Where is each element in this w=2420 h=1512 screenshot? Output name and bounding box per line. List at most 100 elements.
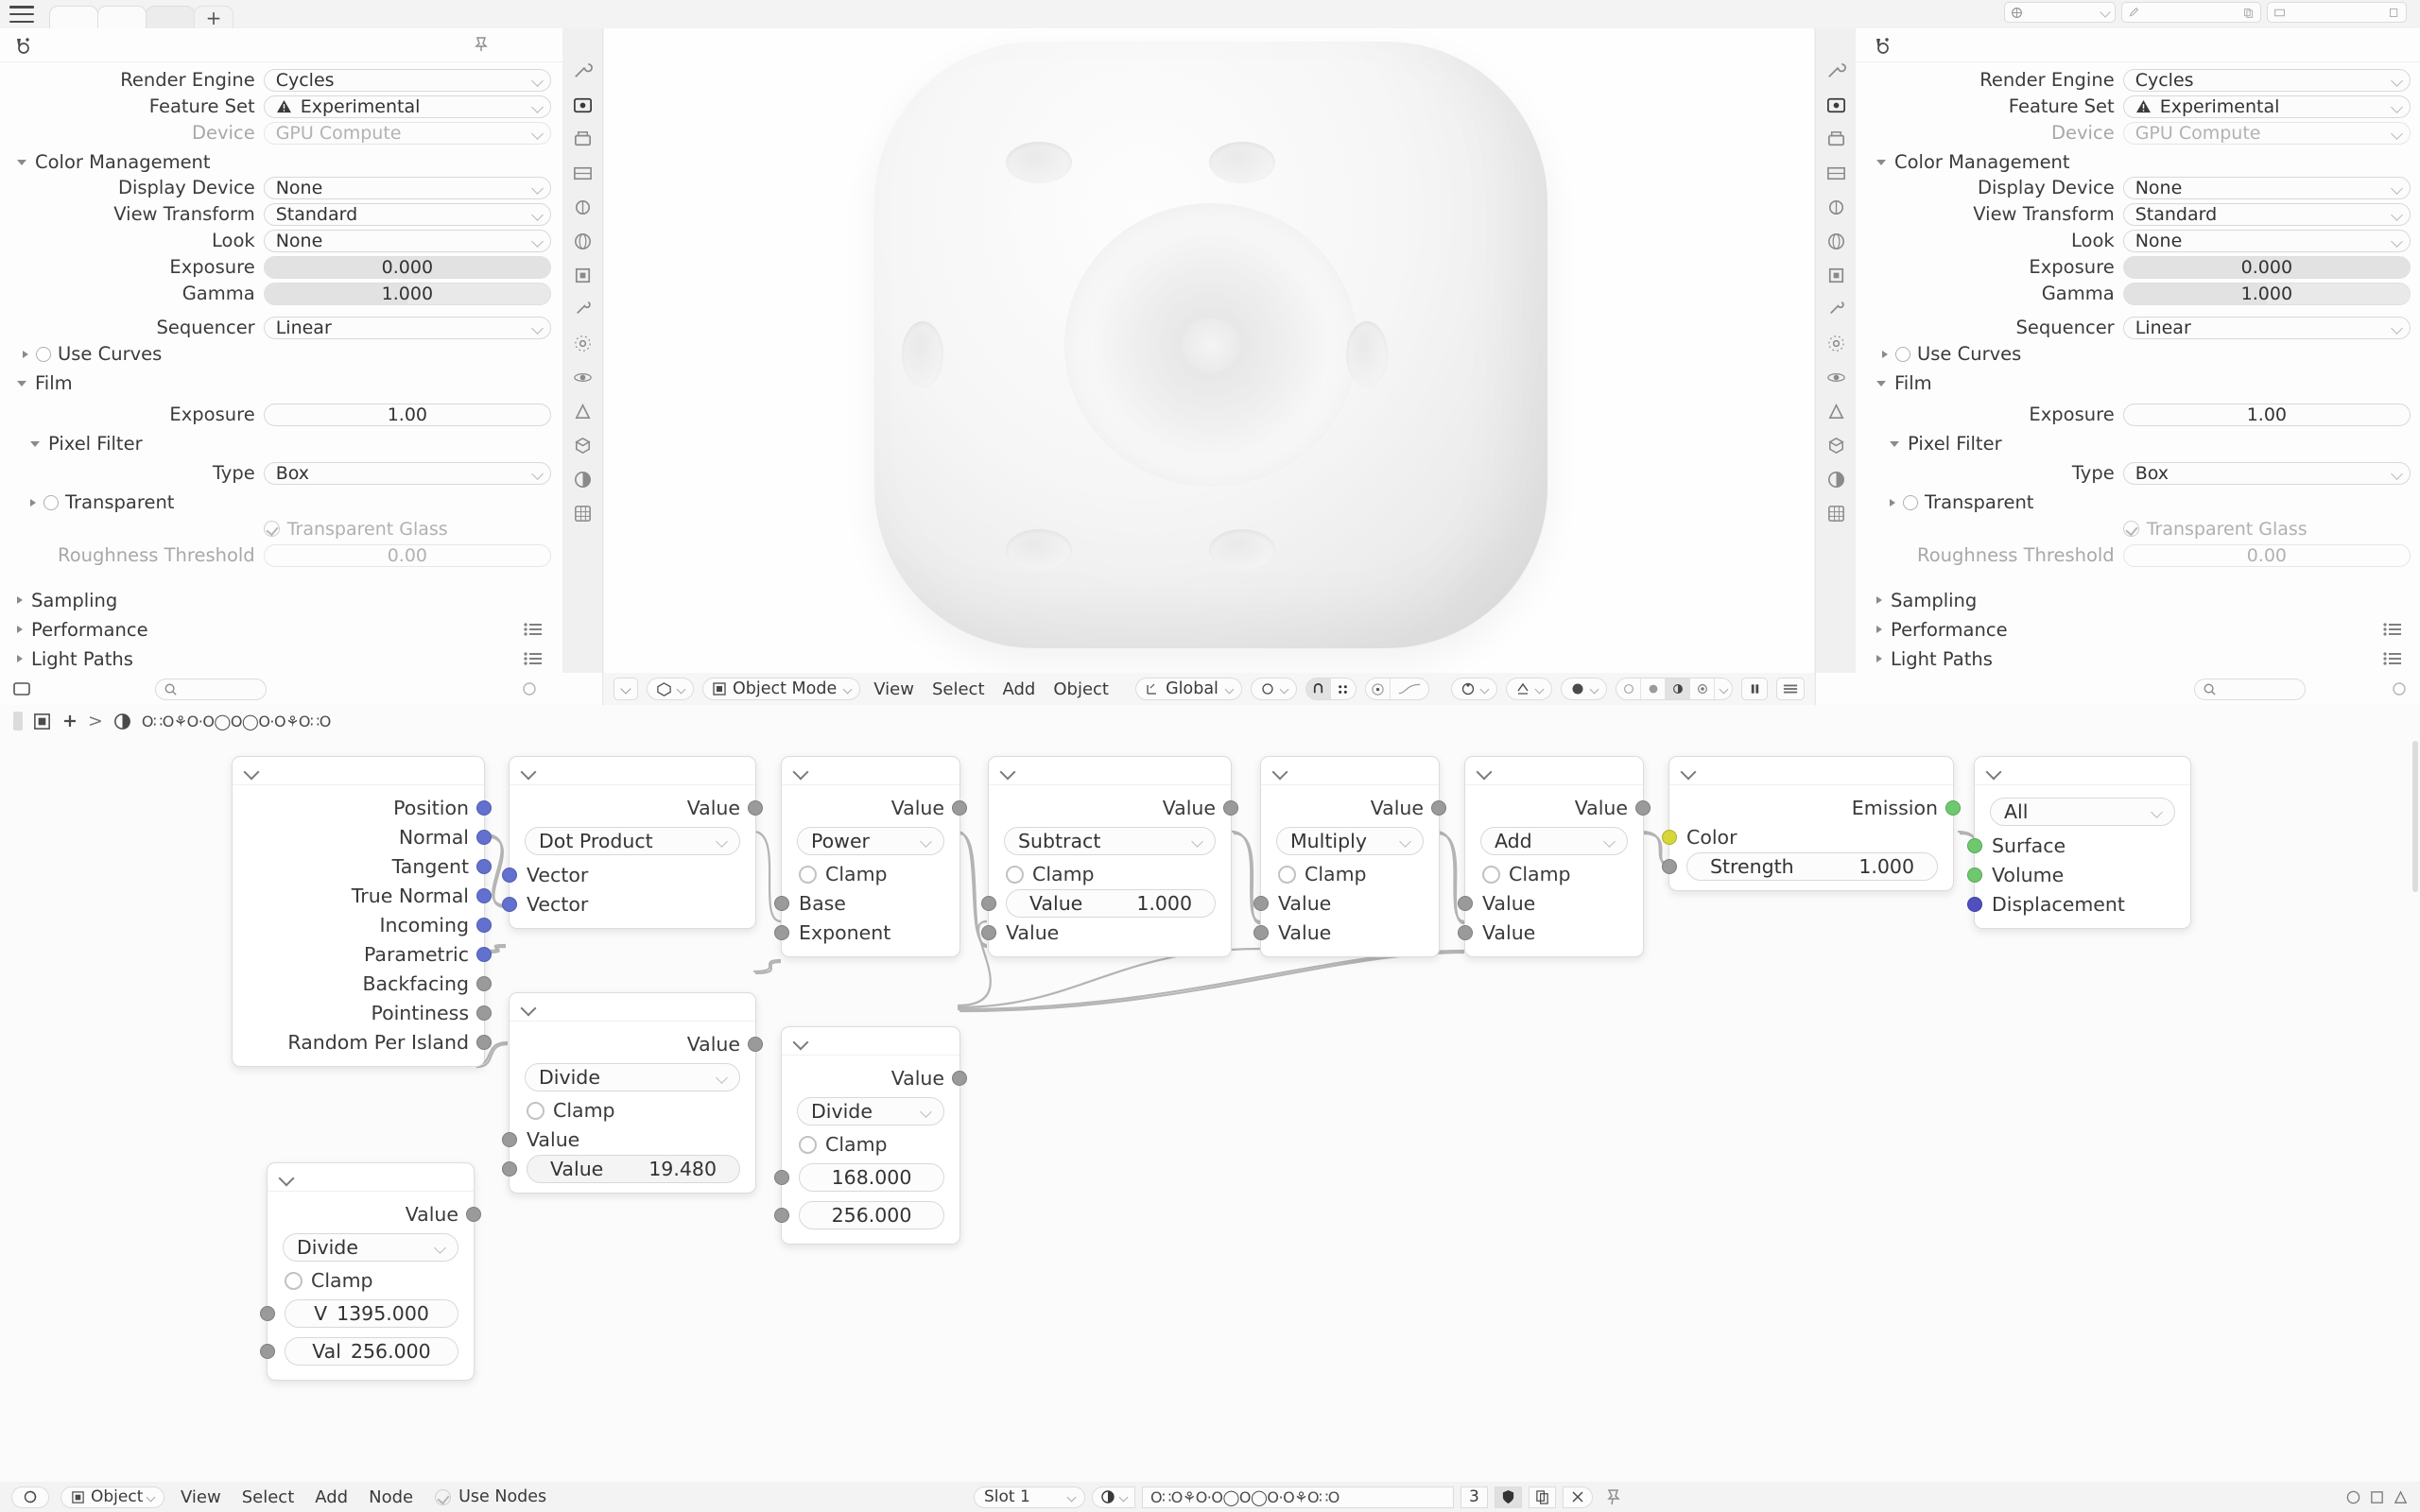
- socket-value-1[interactable]: [502, 1131, 517, 1147]
- pixel-filter-type-dropdown[interactable]: Box: [2122, 461, 2411, 485]
- node-header[interactable]: [989, 757, 1231, 785]
- socket-value-2[interactable]: [1253, 924, 1269, 940]
- value-input-1[interactable]: Value 1.000: [1006, 888, 1216, 918]
- menu-node[interactable]: Node: [369, 1486, 414, 1507]
- socket-value-2[interactable]: [260, 1344, 275, 1359]
- plus-icon[interactable]: [61, 713, 78, 730]
- socket-value-1[interactable]: [260, 1306, 275, 1321]
- physics-properties-icon[interactable]: [572, 367, 594, 388]
- socket-displacement[interactable]: [1967, 896, 1982, 912]
- object-properties-icon[interactable]: [572, 265, 594, 286]
- film-exposure-field[interactable]: 1.00: [2122, 403, 2411, 426]
- node-socket-row[interactable]: Parametric: [233, 939, 492, 969]
- node-socket-row[interactable]: Normal: [233, 822, 492, 851]
- menu-add[interactable]: Add: [1002, 679, 1036, 699]
- mode-selector[interactable]: Object Mode: [702, 678, 861, 700]
- socket-value-out[interactable]: [1431, 799, 1446, 816]
- operation-dropdown[interactable]: Power: [797, 827, 944, 855]
- transparent-glass-checkbox[interactable]: Transparent Glass: [263, 519, 561, 540]
- node-socket-row[interactable]: Value 1.000: [981, 888, 1231, 918]
- node-socket-row[interactable]: Value: [1253, 918, 1439, 947]
- output-properties-icon[interactable]: [1825, 129, 1847, 150]
- node-header[interactable]: [782, 1027, 959, 1056]
- workspace-tab-1[interactable]: [49, 6, 98, 28]
- exposure-slider[interactable]: 0.000: [263, 255, 551, 279]
- socket-value-out[interactable]: [748, 1036, 763, 1052]
- filter-icon[interactable]: [2392, 681, 2407, 696]
- node-header[interactable]: [1669, 757, 1953, 785]
- menu-select[interactable]: Select: [931, 679, 985, 699]
- node-emission[interactable]: Emission Color Strength 1.000: [1662, 756, 1961, 891]
- node-socket-row[interactable]: Vector: [502, 889, 755, 919]
- operation-dropdown[interactable]: Subtract: [1004, 827, 1216, 855]
- list-options-icon[interactable]: [2382, 621, 2403, 638]
- socket-value-2[interactable]: [502, 1160, 517, 1177]
- render-properties-icon[interactable]: [1871, 36, 1895, 57]
- chevron-down-icon[interactable]: [792, 764, 809, 781]
- solid-shading-button[interactable]: [1641, 679, 1666, 699]
- constraint-properties-icon[interactable]: [572, 401, 594, 422]
- texture-properties-icon[interactable]: [1825, 503, 1847, 524]
- feature-set-dropdown[interactable]: Experimental: [2122, 94, 2411, 118]
- chevron-down-icon[interactable]: [1476, 764, 1493, 781]
- editor-type-icon[interactable]: [11, 679, 32, 698]
- socket-normal[interactable]: [476, 829, 492, 845]
- node-socket-row[interactable]: Value: [1465, 793, 1651, 822]
- socket-value-out[interactable]: [748, 799, 763, 816]
- modifier-properties-icon[interactable]: [1825, 299, 1847, 320]
- socket-value-1[interactable]: [1458, 895, 1473, 911]
- material-browse-button[interactable]: [1092, 1486, 1135, 1508]
- node-header[interactable]: [782, 757, 959, 785]
- node-socket-row[interactable]: Value: [502, 1125, 755, 1154]
- menu-select[interactable]: Select: [241, 1486, 295, 1507]
- viewport-canvas[interactable]: [604, 28, 1814, 705]
- node-socket-row[interactable]: Tangent: [233, 851, 492, 881]
- node-math-divide-mid[interactable]: Value Divide Clamp 168.000: [774, 1026, 967, 1245]
- node-socket-row[interactable]: Pointiness: [233, 998, 492, 1027]
- node-socket-row[interactable]: Value: [510, 1029, 763, 1058]
- clamp-checkbox[interactable]: Clamp: [1261, 860, 1439, 888]
- rendered-shading-button[interactable]: [1690, 679, 1715, 699]
- clamp-checkbox[interactable]: Clamp: [989, 860, 1231, 888]
- socket-value-out[interactable]: [1223, 799, 1238, 816]
- socket-true-normal[interactable]: [476, 887, 492, 903]
- node-socket-row[interactable]: Value: [1253, 888, 1439, 918]
- node-material-output[interactable]: All Surface Volume Displacement: [1967, 756, 2191, 929]
- node-socket-row[interactable]: V 1395.000: [260, 1295, 474, 1332]
- chevron-down-icon[interactable]: [1271, 764, 1288, 781]
- list-options-icon[interactable]: [2382, 650, 2403, 667]
- socket-value-out[interactable]: [1635, 799, 1651, 816]
- material-name-field[interactable]: O∷O⚘O·O◯O◯O·O⚘O∷O: [1142, 1486, 1454, 1508]
- color-management-section[interactable]: Color Management: [1859, 149, 2420, 174]
- operation-dropdown[interactable]: Add: [1480, 827, 1628, 855]
- view-layer-field[interactable]: [2267, 2, 2407, 23]
- proportional-edit-toggle[interactable]: [1366, 679, 1391, 699]
- roughness-threshold-field[interactable]: 0.00: [2122, 543, 2411, 567]
- sampling-section[interactable]: Sampling: [1859, 588, 2420, 612]
- tool-properties-icon[interactable]: [1825, 60, 1847, 82]
- node-socket-row[interactable]: Value: [782, 1063, 967, 1092]
- operation-dropdown[interactable]: Divide: [797, 1097, 944, 1125]
- particle-properties-icon[interactable]: [572, 333, 594, 354]
- scene-selector[interactable]: [2004, 2, 2116, 23]
- chevron-down-icon[interactable]: [1680, 764, 1697, 781]
- color-management-section[interactable]: Color Management: [0, 149, 561, 174]
- chevron-down-icon[interactable]: [1985, 764, 2002, 781]
- node-socket-row[interactable]: Value: [1458, 888, 1643, 918]
- node-editor-scrollbar[interactable]: [2412, 741, 2418, 892]
- overlays-selector[interactable]: [1506, 678, 1552, 700]
- world-properties-icon[interactable]: [572, 231, 594, 252]
- node-socket-row[interactable]: Value: [510, 793, 763, 822]
- value-input-1[interactable]: 168.000: [799, 1163, 944, 1192]
- node-math-power[interactable]: Value Power Clamp Base Exponent: [774, 756, 967, 957]
- socket-vector-1[interactable]: [502, 867, 517, 883]
- transparent-checkbox[interactable]: [43, 494, 59, 510]
- operation-dropdown[interactable]: Divide: [283, 1233, 458, 1262]
- use-curves-row[interactable]: Use Curves: [0, 342, 561, 366]
- node-socket-row[interactable]: Value: [1261, 793, 1446, 822]
- socket-value-2[interactable]: [981, 924, 996, 940]
- socket-random-per-island[interactable]: [476, 1034, 492, 1050]
- socket-position[interactable]: [476, 799, 492, 816]
- node-socket-row[interactable]: True Normal: [233, 881, 492, 910]
- node-header[interactable]: [510, 993, 755, 1022]
